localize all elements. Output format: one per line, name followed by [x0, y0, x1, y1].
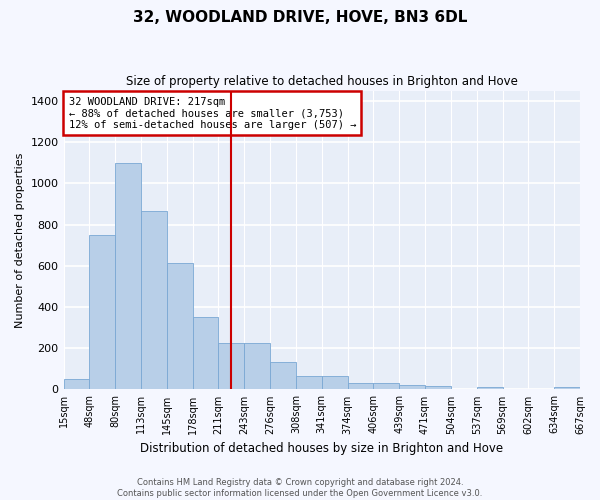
Text: 32, WOODLAND DRIVE, HOVE, BN3 6DL: 32, WOODLAND DRIVE, HOVE, BN3 6DL [133, 10, 467, 25]
X-axis label: Distribution of detached houses by size in Brighton and Hove: Distribution of detached houses by size … [140, 442, 503, 455]
Bar [554, 388, 580, 390]
Bar [115, 162, 141, 390]
Bar [347, 383, 373, 390]
Bar [373, 383, 399, 390]
Bar [218, 343, 244, 390]
Bar [425, 386, 451, 390]
Text: Contains HM Land Registry data © Crown copyright and database right 2024.
Contai: Contains HM Land Registry data © Crown c… [118, 478, 482, 498]
Bar [244, 343, 270, 390]
Y-axis label: Number of detached properties: Number of detached properties [15, 152, 25, 328]
Bar [399, 386, 425, 390]
Title: Size of property relative to detached houses in Brighton and Hove: Size of property relative to detached ho… [126, 75, 518, 88]
Bar [193, 318, 218, 390]
Bar [322, 376, 347, 390]
Bar [296, 376, 322, 390]
Bar [89, 235, 115, 390]
Bar [270, 362, 296, 390]
Bar [141, 211, 167, 390]
Bar [477, 388, 503, 390]
Bar [167, 262, 193, 390]
Text: 32 WOODLAND DRIVE: 217sqm
← 88% of detached houses are smaller (3,753)
12% of se: 32 WOODLAND DRIVE: 217sqm ← 88% of detac… [69, 96, 356, 130]
Bar [64, 379, 89, 390]
